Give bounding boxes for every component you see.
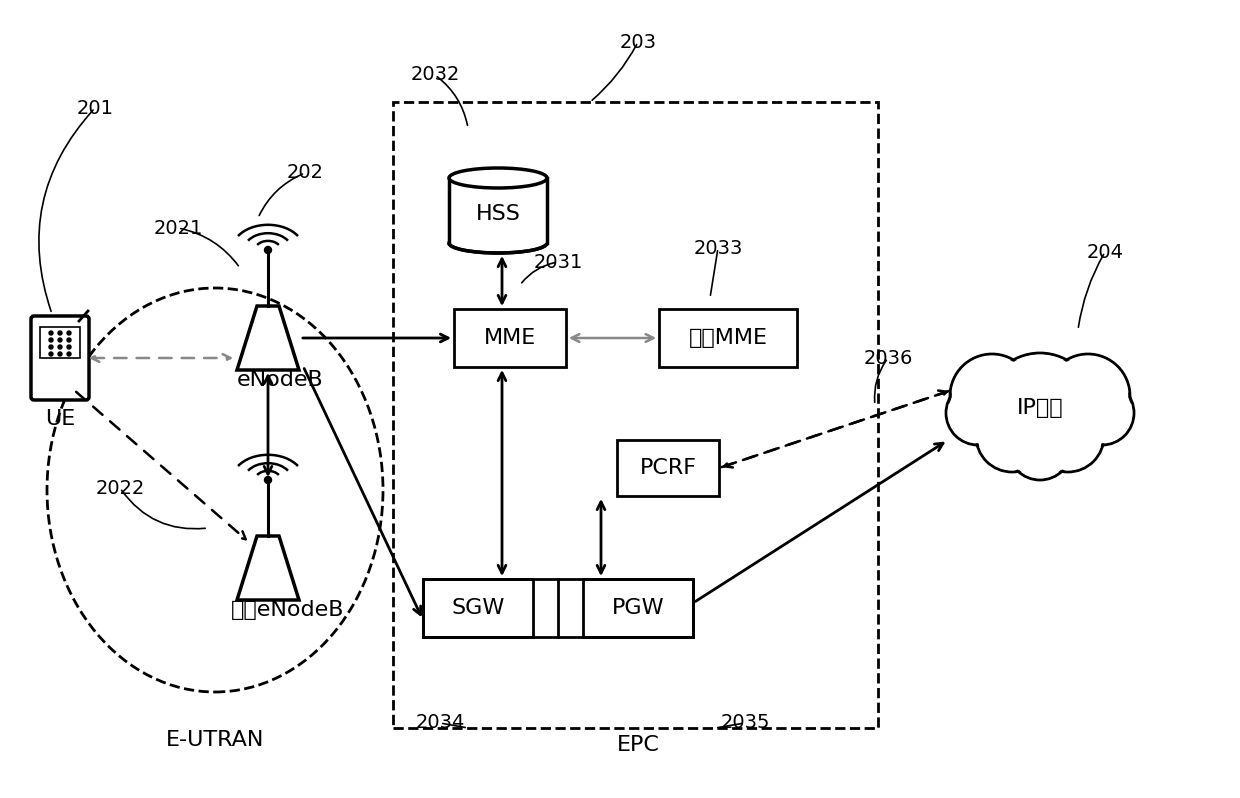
FancyBboxPatch shape — [454, 309, 565, 367]
Text: 2035: 2035 — [720, 713, 770, 733]
Text: 2033: 2033 — [693, 239, 743, 258]
Text: 202: 202 — [286, 164, 324, 183]
Circle shape — [50, 352, 53, 356]
Circle shape — [985, 353, 1095, 463]
Circle shape — [1008, 416, 1073, 480]
Text: EPC: EPC — [616, 735, 660, 755]
FancyBboxPatch shape — [40, 327, 81, 358]
Circle shape — [264, 247, 272, 254]
Circle shape — [1047, 354, 1130, 438]
Circle shape — [67, 338, 71, 342]
Circle shape — [1070, 381, 1135, 445]
Circle shape — [67, 331, 71, 335]
FancyBboxPatch shape — [658, 309, 797, 367]
Circle shape — [1049, 357, 1127, 436]
Circle shape — [976, 400, 1048, 472]
Text: 2036: 2036 — [863, 349, 913, 368]
Circle shape — [987, 355, 1092, 460]
Circle shape — [50, 338, 53, 342]
Text: 2022: 2022 — [95, 479, 145, 497]
Text: 201: 201 — [77, 98, 114, 117]
Text: PCRF: PCRF — [640, 458, 697, 478]
Text: 204: 204 — [1086, 243, 1123, 262]
Text: E-UTRAN: E-UTRAN — [166, 730, 264, 750]
Text: HSS: HSS — [476, 203, 521, 223]
Text: PGW: PGW — [611, 598, 665, 618]
Circle shape — [58, 345, 62, 349]
Text: MME: MME — [484, 328, 536, 348]
Text: 其它MME: 其它MME — [688, 328, 768, 348]
Circle shape — [50, 345, 53, 349]
Circle shape — [978, 402, 1045, 469]
Ellipse shape — [449, 233, 547, 253]
FancyBboxPatch shape — [423, 579, 533, 637]
Circle shape — [1034, 402, 1101, 469]
FancyBboxPatch shape — [583, 579, 693, 637]
Circle shape — [946, 381, 1011, 445]
Circle shape — [1011, 418, 1069, 477]
Circle shape — [58, 352, 62, 356]
Text: 2032: 2032 — [410, 65, 460, 85]
Text: 2034: 2034 — [415, 713, 465, 733]
Polygon shape — [237, 536, 299, 600]
Text: UE: UE — [45, 409, 76, 429]
Ellipse shape — [449, 168, 547, 188]
Text: 203: 203 — [620, 33, 656, 52]
Text: IP业务: IP业务 — [1017, 398, 1064, 418]
Text: 2021: 2021 — [154, 219, 202, 238]
Circle shape — [952, 357, 1032, 436]
Text: 2031: 2031 — [533, 252, 583, 271]
FancyBboxPatch shape — [618, 440, 719, 496]
Circle shape — [1073, 384, 1131, 443]
Circle shape — [264, 476, 272, 484]
Text: eNodeB: eNodeB — [237, 370, 324, 390]
Circle shape — [58, 331, 62, 335]
Polygon shape — [237, 306, 299, 370]
Circle shape — [58, 338, 62, 342]
FancyBboxPatch shape — [449, 178, 547, 243]
FancyBboxPatch shape — [31, 316, 89, 400]
Circle shape — [50, 331, 53, 335]
Circle shape — [949, 384, 1007, 443]
Circle shape — [67, 352, 71, 356]
Circle shape — [1032, 400, 1104, 472]
Text: SGW: SGW — [451, 598, 505, 618]
Text: 其它eNodeB: 其它eNodeB — [231, 600, 345, 620]
Circle shape — [67, 345, 71, 349]
Circle shape — [950, 354, 1034, 438]
